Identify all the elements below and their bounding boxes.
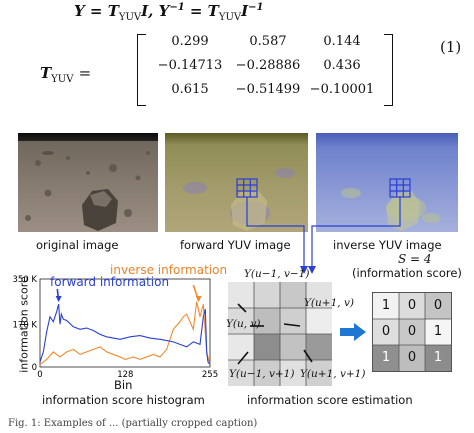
result-cell: 0 [399, 345, 425, 371]
right-arrow-icon [340, 323, 366, 341]
forward-series-line [39, 304, 211, 365]
legend-forward: forward information [50, 275, 170, 289]
y-tick-label: 0 [32, 363, 37, 373]
x-axis-label: Bin [114, 378, 133, 392]
matrix-cell: −0.10001 [309, 82, 375, 97]
matrix-cell: 0.299 [171, 34, 209, 49]
label-y-center: Y(u, v) [226, 318, 261, 330]
y-axis-label: information score [17, 276, 31, 373]
matrix-cell: 0.436 [323, 58, 361, 73]
y-tick-label: 170 K [13, 320, 38, 330]
matrix-cell: −0.14713 [157, 58, 223, 73]
result-cell: 0 [425, 293, 451, 319]
matrix-cell: −0.51499 [235, 82, 301, 97]
matrix-cell: 0.615 [171, 82, 209, 97]
plot-frame [39, 278, 211, 368]
x-tick-label: 255 [202, 370, 218, 380]
original-image [18, 133, 158, 232]
matrix-cell: 0.144 [323, 34, 361, 49]
result-cell: 0 [399, 319, 425, 345]
binary-result-grid: 1 0 0 0 0 1 1 0 1 [372, 292, 452, 372]
figure-footer: Fig. 1: Examples of ... (partially cropp… [8, 418, 258, 429]
matrix-cell: −0.28886 [235, 58, 301, 73]
label-y-lower-right: Y(u+1, v+1) [300, 368, 366, 380]
information-histogram: 0 170 K 350 K 0 128 255 [13, 275, 219, 380]
score-value: S = 4 [398, 252, 432, 266]
equation-line-1: Y = TYUVI, Y−1 = TYUVI−1 [74, 2, 264, 23]
inverse-series-line [39, 301, 211, 365]
equation-number: (1) [440, 38, 462, 56]
result-cell: 1 [373, 345, 399, 371]
matrix-left-bracket [137, 34, 146, 106]
caption-forward: forward YUV image [180, 238, 291, 252]
label-y-right: Y(u+1, v) [304, 297, 354, 309]
matrix-label: TYUV = [40, 64, 92, 85]
label-y-lower-left: Y(u−1, v+1) [229, 368, 295, 380]
histogram-caption: information score histogram [42, 393, 205, 407]
caption-original: original image [36, 238, 119, 252]
forward-arrow-head [55, 296, 62, 302]
inverse-arrow-head [195, 296, 202, 302]
label-y-upper-left: Y(u−1, v−1) [244, 268, 310, 280]
result-cell: 1 [425, 319, 451, 345]
estimation-caption: information score estimation [247, 393, 413, 407]
result-cell: 1 [373, 293, 399, 319]
legend-inverse: inverse information [110, 263, 228, 277]
result-cell: 1 [425, 345, 451, 371]
pixel-neighborhood-grid [228, 282, 332, 386]
matrix-cell: 0.587 [249, 34, 287, 49]
x-tick-label: 128 [117, 370, 133, 380]
matrix-right-bracket [384, 34, 393, 106]
caption-inverse: inverse YUV image [333, 238, 442, 252]
y-tick-label: 350 K [13, 275, 38, 285]
result-cell: 0 [399, 293, 425, 319]
result-cell: 0 [373, 319, 399, 345]
inverse-yuv-image [316, 133, 458, 232]
x-tick-label: 0 [37, 370, 42, 380]
forward-yuv-image [165, 133, 308, 232]
score-caption: (information score) [352, 266, 462, 280]
